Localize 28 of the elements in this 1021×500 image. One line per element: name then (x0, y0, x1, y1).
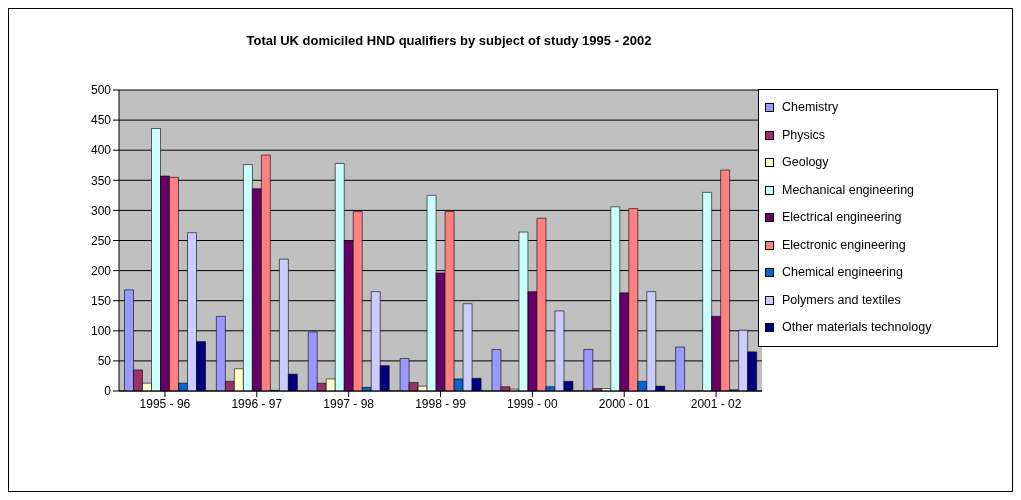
chart-title: Total UK domiciled HND qualifiers by subject of study 1995 - 2002 (245, 33, 653, 48)
y-tick-label: 400 (90, 143, 112, 158)
legend-label: Physics (782, 126, 826, 144)
y-tick-label: 250 (90, 233, 112, 248)
legend-label: Chemistry (782, 99, 839, 116)
legend-label: Mechanical engineering (782, 181, 915, 199)
x-tick-label: 1996 - 97 (231, 396, 283, 411)
y-tick-label: 100 (90, 324, 112, 339)
legend-label: Geology (782, 154, 829, 171)
x-tick-label: 1995 - 96 (139, 396, 191, 411)
x-tick-label: 1998 - 99 (415, 396, 467, 411)
legend-label: Electronic engineering (782, 236, 906, 254)
legend-label: Chemical engineering (782, 264, 903, 281)
y-tick-label: 50 (97, 354, 112, 369)
y-tick-label: 300 (90, 203, 112, 218)
y-tick-label: 200 (90, 263, 112, 278)
x-tick-label: 2001 - 02 (690, 396, 742, 411)
x-tick-label: 1999 - 00 (507, 396, 559, 411)
legend-label: Polymers and textiles (782, 291, 901, 309)
legend-label: Electrical engineering (782, 209, 902, 226)
y-tick-label: 150 (90, 293, 112, 308)
y-tick-label: 350 (90, 173, 112, 188)
x-tick-label: 2000 - 01 (598, 396, 650, 411)
y-tick-label: 500 (90, 83, 112, 98)
y-tick-label: 450 (90, 113, 112, 128)
legend-label: Other materials technology (782, 319, 932, 336)
y-tick-label: 0 (104, 384, 112, 399)
x-tick-label: 1997 - 98 (323, 396, 375, 411)
